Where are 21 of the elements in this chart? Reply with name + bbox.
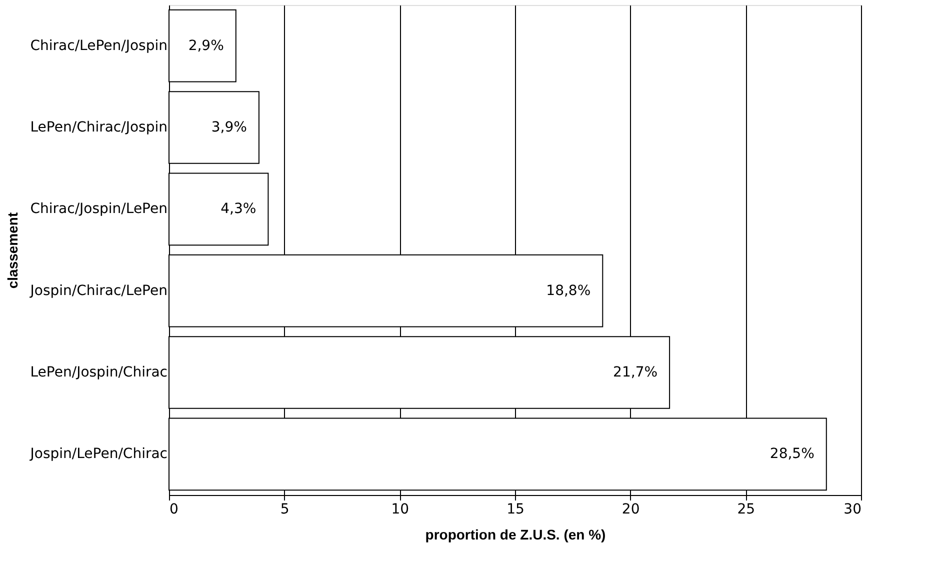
data-label: 2,9% [188, 38, 224, 54]
y-tick-label: Jospin/LePen/Chirac [29, 446, 168, 462]
data-label: 28,5% [770, 446, 814, 462]
y-tick-label: LePen/Chirac/Jospin [30, 120, 168, 136]
x-tick-label: 30 [844, 502, 862, 518]
x-tick-label: 25 [737, 502, 756, 518]
data-label: 3,9% [211, 120, 247, 136]
x-axis-title: proportion de Z.U.S. (en %) [425, 526, 606, 542]
y-tick-label: Jospin/Chirac/LePen [29, 282, 168, 299]
x-tick-label: 5 [280, 502, 290, 518]
y-tick-label: Chirac/Jospin/LePen [30, 201, 168, 218]
x-tick-label: 0 [170, 502, 178, 518]
data-label: 21,7% [613, 364, 658, 380]
y-tick-label: LePen/Jospin/Chirac [30, 364, 168, 380]
x-tick-label: 15 [506, 502, 524, 518]
x-tick-label: 20 [622, 502, 640, 518]
data-label: 18,8% [546, 282, 591, 299]
y-axis-title: classement [4, 212, 20, 289]
data-label: 4,3% [220, 201, 256, 218]
y-tick-label: Chirac/LePen/Jospin [30, 38, 168, 54]
x-tick-label: 10 [391, 502, 410, 518]
